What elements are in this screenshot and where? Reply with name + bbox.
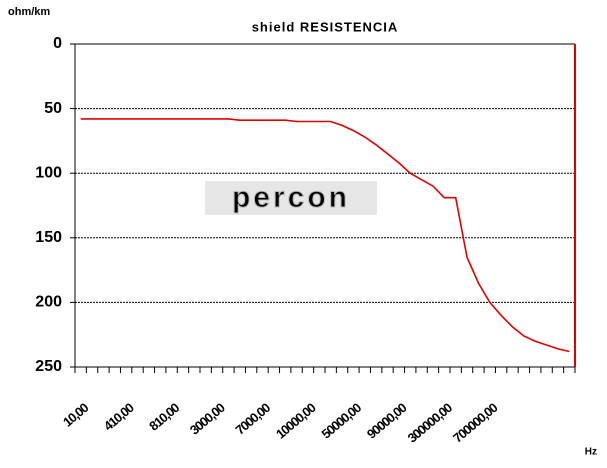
x-tick-label: 10,00 [60,400,91,430]
x-tick-label: 7000,00 [232,400,273,438]
x-tick-label: 410,00 [101,400,137,434]
watermark-text: percon [232,181,350,214]
y-tick-label: 150 [35,229,62,246]
x-tick-label: 10000,00 [273,400,319,442]
watermark-box [205,181,377,215]
y-tick-label: 200 [35,294,62,311]
watermark: percon [205,180,377,215]
x-tick-label: 700000,00 [450,400,500,446]
y-tick-label: 50 [44,100,62,117]
x-tick-label: 810,00 [146,400,182,434]
y-tick-label: 250 [35,358,62,375]
x-axis-label: Hz [585,447,597,458]
y-tick-label: 100 [35,164,62,181]
x-tick-label: 90000,00 [364,400,410,442]
x-tick-label: 3000,00 [187,400,228,438]
x-tick-label: 50000,00 [318,400,364,442]
chart-title: shield RESISTENCIA [252,19,399,34]
y-tick-label: 0 [53,35,62,52]
x-tick-label: 300000,00 [405,400,455,446]
y-axis-label: ohm/km [8,6,50,18]
data-line [80,118,570,353]
